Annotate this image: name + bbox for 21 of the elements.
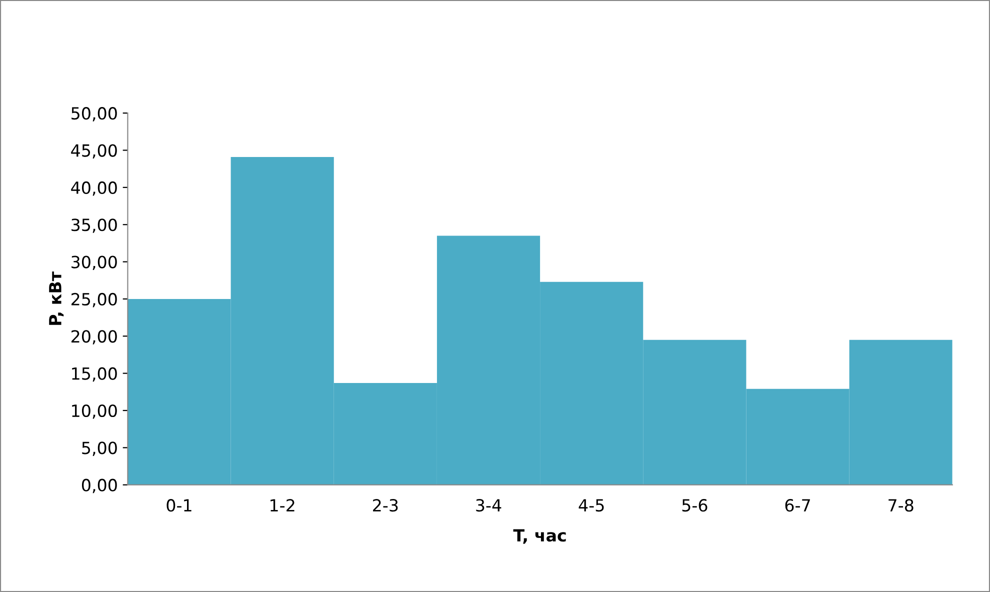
x-tick-label: 2-3 — [373, 499, 398, 512]
x-tick-label: 5-6 — [682, 499, 708, 512]
y-tick-label: 50,00 — [72, 107, 117, 122]
x-axis-title: T, час — [513, 529, 566, 544]
y-tick-label: 15,00 — [72, 367, 117, 382]
y-axis-title: P, кВт — [49, 272, 64, 325]
x-tick-label: 0-1 — [166, 499, 192, 512]
x-tick-label: 7-8 — [888, 499, 914, 512]
y-tick-label: 30,00 — [72, 256, 117, 270]
x-tick-label: 1-2 — [270, 499, 294, 512]
y-tick-label: 0,00 — [82, 478, 117, 494]
y-tick-label: 25,00 — [71, 292, 117, 308]
y-tick-label: 10,00 — [72, 404, 117, 419]
x-tick-label: 4-5 — [578, 499, 604, 512]
y-tick-label: 35,00 — [72, 218, 117, 233]
x-tick-label: 3-4 — [476, 499, 502, 512]
y-tick-label: 5,00 — [82, 442, 117, 456]
y-tick-label: 40,00 — [71, 181, 117, 196]
x-tick-label: 6-7 — [785, 499, 810, 512]
y-tick-label: 45,00 — [71, 144, 117, 159]
y-tick-label: 20,00 — [71, 330, 117, 344]
